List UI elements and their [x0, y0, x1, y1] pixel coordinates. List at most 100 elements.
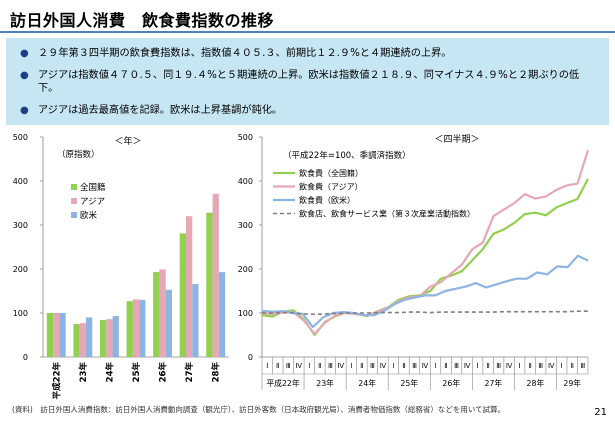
quarter-tick-label: Ⅰ: [308, 362, 310, 370]
y-tick-label: 0: [248, 353, 253, 362]
quarter-tick-label: Ⅱ: [570, 362, 573, 370]
bar: [59, 313, 66, 357]
quarter-tick-label: Ⅱ: [318, 362, 321, 370]
quarter-tick-label: Ⅲ: [412, 362, 417, 370]
series-line: [261, 254, 589, 329]
chart-subtitle: （平成22年=100、季調済指数）: [283, 150, 411, 161]
x-tick-label: 26年: [158, 362, 169, 383]
bar: [132, 299, 140, 357]
quarter-tick-label: Ⅰ: [350, 362, 352, 370]
quarter-tick-label: Ⅳ: [296, 362, 303, 370]
quarter-tick-label: Ⅱ: [276, 362, 279, 370]
bar: [139, 299, 146, 357]
y-tick-label: 200: [13, 265, 28, 274]
x-tick-label: 27年: [184, 362, 195, 383]
quarter-tick-label: Ⅰ: [519, 362, 521, 370]
quarter-tick-label: Ⅲ: [328, 362, 333, 370]
quarter-tick-label: Ⅰ: [434, 362, 436, 370]
x-tick-label: 24年: [104, 362, 115, 383]
legend-swatch: [71, 184, 77, 190]
bar: [165, 289, 173, 357]
bar: [79, 323, 87, 357]
quarter-tick-label: Ⅱ: [444, 362, 447, 370]
bullet-text: アジアは指数値４７０.５、同１９.４%と５期連続の上昇。欧米は指数値２１８.９、…: [38, 70, 580, 94]
year-tick-label: 平成22年: [266, 378, 300, 388]
chart-title: ＜年＞: [114, 135, 141, 147]
page-title: 訪日外国人消費 飲食費指数の推移: [10, 11, 275, 30]
series-line: [262, 310, 588, 316]
y-tick-label: 200: [238, 265, 253, 274]
quarter-tick-label: Ⅲ: [286, 362, 291, 370]
quarter-tick-label: Ⅲ: [496, 362, 501, 370]
bullet-dot-icon: ●: [20, 48, 29, 59]
y-tick-label: 400: [13, 177, 28, 186]
chart-title: ＜四半期＞: [434, 133, 479, 145]
title-underline: [0, 31, 615, 33]
quarter-tick-label: Ⅰ: [561, 362, 563, 370]
quarter-tick-label: Ⅳ: [380, 362, 387, 370]
summary-box: ● ２９年第３四半期の飲食費指数は、指数値４０５.３、前期比１２.９%と４期連続…: [6, 38, 609, 125]
x-tick-label: 23年: [78, 362, 89, 383]
bar: [99, 320, 107, 357]
bar: [192, 283, 199, 357]
bar: [218, 272, 226, 357]
bullet-text: アジアは過去最高値を記録。欧米は上昇基調が鈍化。: [38, 105, 283, 116]
legend-swatch: [71, 198, 77, 204]
bar: [206, 212, 213, 357]
bar: [185, 216, 193, 357]
annual-bar-chart: ＜年＞ （原指数） 0 100 200 300 400 500 平成22年 23年 24年 25…: [13, 133, 229, 400]
year-tick-label: 26年: [442, 378, 460, 388]
bullet-dot-icon: ●: [20, 70, 29, 81]
y-tick-label: 500: [13, 133, 28, 142]
x-tick-label: 25年: [131, 362, 142, 383]
source-note: (資料) 訪日外国人消費指数：訪日外国人消費動向調査（観光庁）、訪日外客数（日本…: [12, 405, 506, 414]
quarter-tick-label: Ⅳ: [548, 362, 555, 370]
bar: [86, 317, 93, 357]
bar: [112, 316, 119, 357]
legend-swatch: [71, 212, 77, 218]
bar: [46, 313, 54, 357]
bar: [73, 324, 80, 357]
quarter-tick-label: Ⅲ: [454, 362, 459, 370]
legend-label: 全国籍: [80, 182, 106, 193]
y-tick-label: 300: [238, 221, 253, 230]
x-tick-label: 平成22年: [51, 362, 62, 400]
quarter-tick-label: Ⅳ: [464, 362, 471, 370]
y-tick-label: 500: [238, 133, 253, 142]
quarter-tick-label: Ⅰ: [392, 362, 394, 370]
bar: [179, 233, 186, 357]
series-line: [261, 149, 590, 335]
bar: [212, 193, 219, 357]
year-tick-label: 27年: [484, 378, 502, 388]
legend-label: 飲食費（欧米）: [299, 195, 355, 205]
quarter-tick-label: Ⅱ: [402, 362, 405, 370]
year-tick-label: 24年: [358, 378, 376, 388]
page-number: 21: [594, 407, 607, 418]
legend-label: 飲食費（アジア）: [299, 182, 363, 192]
bar: [53, 313, 60, 357]
quarter-tick-label: Ⅲ: [538, 362, 543, 370]
year-tick-label: 23年: [316, 378, 334, 388]
bar: [153, 272, 160, 357]
quarterly-line-chart: ＜四半期＞ （平成22年=100、季調済指数） 0 100 200 300 400 500…: [238, 133, 590, 390]
quarter-tick-label: Ⅳ: [338, 362, 345, 370]
quarter-tick-label: Ⅲ: [370, 362, 375, 370]
quarter-tick-label: Ⅱ: [360, 362, 363, 370]
quarter-tick-label: Ⅱ: [528, 362, 531, 370]
y-axis-unit-label: （原指数）: [57, 149, 100, 160]
quarter-tick-label: Ⅰ: [266, 362, 268, 370]
bar: [106, 319, 113, 357]
x-tick-label: 28年: [211, 362, 222, 383]
quarter-tick-label: Ⅰ: [477, 362, 479, 370]
y-tick-label: 0: [23, 353, 28, 362]
quarter-tick-label: Ⅲ: [580, 362, 585, 370]
legend-label: 欧米: [80, 210, 98, 221]
year-tick-label: 25年: [400, 378, 418, 388]
legend-label: 飲食店、飲食サービス業（第３次産業活動指数）: [299, 209, 475, 219]
y-tick-label: 300: [13, 221, 28, 230]
year-tick-label: 29年: [563, 378, 581, 388]
year-tick-label: 28年: [527, 378, 545, 388]
bar: [126, 301, 133, 357]
quarter-tick-label: Ⅳ: [506, 362, 513, 370]
y-tick-label: 100: [13, 309, 28, 318]
